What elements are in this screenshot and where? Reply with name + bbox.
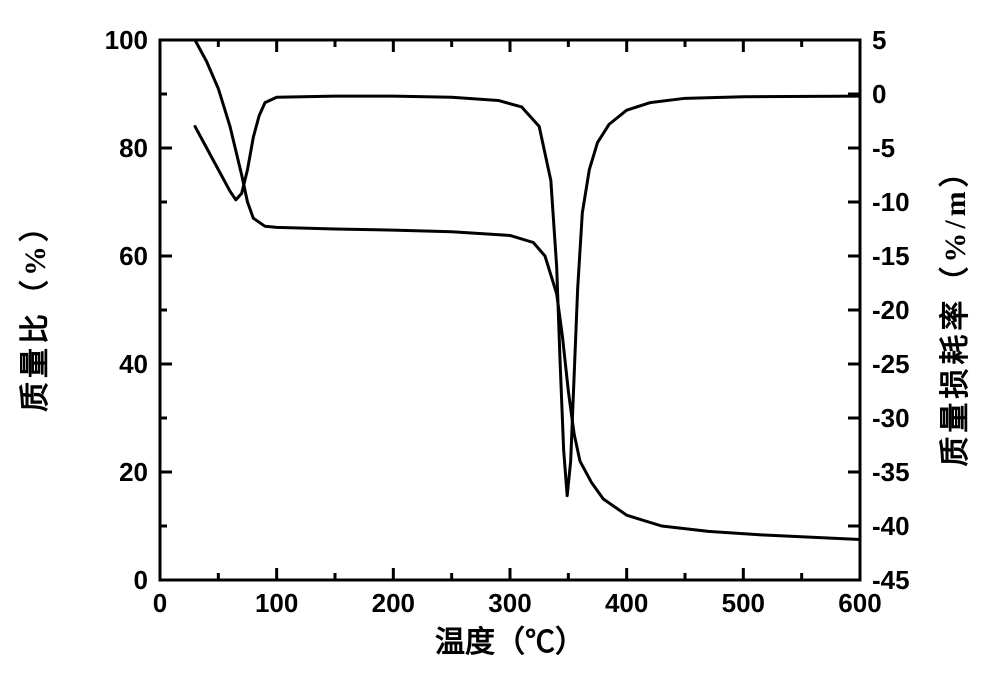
y-right-axis-label: 质量损耗率（%/m） — [938, 153, 972, 466]
x-axis-label: 温度（℃） — [435, 625, 585, 659]
y-left-axis-label: 质量比（%） — [18, 208, 52, 412]
y-right-tick-label: -30 — [872, 403, 910, 433]
x-tick-label: 400 — [605, 588, 648, 618]
y-right-tick-label: -15 — [872, 241, 910, 271]
y-right-tick-label: -5 — [872, 133, 895, 163]
x-tick-label: 200 — [372, 588, 415, 618]
y-right-tick-label: -25 — [872, 349, 910, 379]
series-mass-loss-rate — [195, 96, 860, 496]
y-right-tick-label: -10 — [872, 187, 910, 217]
y-left-tick-label: 20 — [119, 457, 148, 487]
x-tick-label: 300 — [488, 588, 531, 618]
x-tick-label: 100 — [255, 588, 298, 618]
tga-dtg-chart: 0100200300400500600020406080100-45-40-35… — [0, 0, 1000, 692]
y-left-tick-label: 40 — [119, 349, 148, 379]
y-right-tick-label: 5 — [872, 25, 886, 55]
y-left-tick-label: 100 — [105, 25, 148, 55]
y-right-tick-label: -45 — [872, 565, 910, 595]
x-tick-label: 500 — [722, 588, 765, 618]
y-right-tick-label: -20 — [872, 295, 910, 325]
y-right-tick-label: 0 — [872, 79, 886, 109]
chart-container: 0100200300400500600020406080100-45-40-35… — [0, 0, 1000, 692]
y-right-tick-label: -40 — [872, 511, 910, 541]
y-left-tick-label: 0 — [134, 565, 148, 595]
y-left-tick-label: 60 — [119, 241, 148, 271]
y-left-tick-label: 80 — [119, 133, 148, 163]
plot-border — [160, 40, 860, 580]
y-right-tick-label: -35 — [872, 457, 910, 487]
x-tick-label: 0 — [153, 588, 167, 618]
